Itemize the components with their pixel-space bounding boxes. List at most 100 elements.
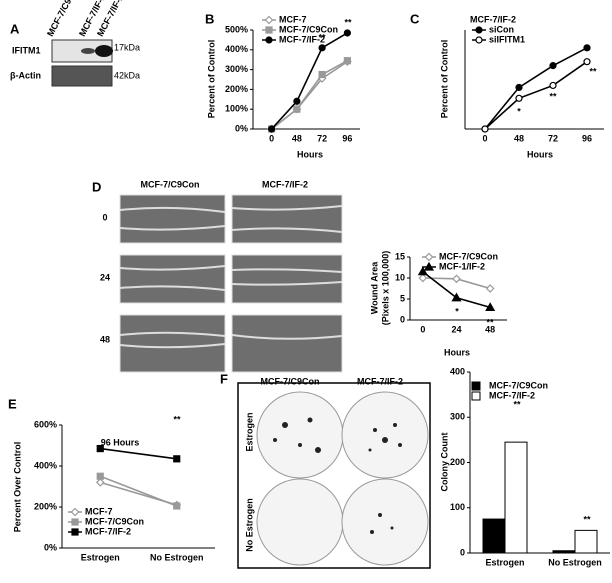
marker (293, 105, 301, 113)
marker (318, 44, 326, 52)
y-tick-label: 300% (225, 64, 248, 74)
marker (475, 26, 483, 34)
marker (96, 444, 104, 453)
legend-label: siCon (489, 24, 514, 34)
y-axis-label: Percent Over Control (12, 442, 22, 533)
band (81, 48, 95, 54)
marker (71, 518, 79, 526)
size-label: 42kDa (114, 70, 140, 80)
column-label: MCF-7/IF-2 (357, 376, 403, 386)
line (484, 61, 588, 130)
x-tick-label: 72 (548, 133, 558, 143)
panel-label: D (92, 179, 101, 194)
y-axis-label: Colony Count (439, 433, 449, 492)
marker (173, 455, 181, 463)
marker (95, 478, 105, 487)
line (484, 47, 588, 130)
legend-label: MCF-7/IF-2 (489, 390, 535, 400)
column-label: MCF-7/IF-2 (262, 179, 308, 189)
marker (452, 274, 461, 284)
marker (264, 15, 274, 25)
y-tick-label: 400% (34, 460, 57, 470)
annotation: ** (549, 91, 557, 101)
legend-label: siIFITM1 (489, 34, 525, 44)
annotation: ** (513, 399, 521, 409)
annotation: ** (486, 317, 494, 327)
marker (485, 284, 495, 293)
y-tick-label: 0% (44, 542, 57, 552)
y-axis-label: Percent of Control (206, 40, 216, 119)
annotation: * (517, 106, 521, 116)
x-tick-label: 48 (485, 324, 495, 334)
line (271, 61, 348, 130)
line (271, 59, 348, 130)
annotation: * (455, 306, 459, 316)
row-label: β-Actin (10, 70, 41, 80)
marker (96, 472, 104, 480)
legend-label: MCF-7 (85, 506, 113, 516)
chart-title: 96 Hours (101, 437, 140, 447)
y-axis-label: (Pixels x 100,000) (380, 251, 390, 326)
y-tick-label: 5 (400, 293, 405, 303)
y-tick-label: 400% (225, 44, 248, 54)
marker (485, 302, 496, 311)
line (99, 475, 178, 507)
annotation: ** (589, 66, 597, 76)
marker (343, 29, 351, 37)
x-tick-label: No Estrogen (150, 552, 204, 562)
legend-swatch (471, 381, 481, 391)
row-label: No Estrogen (244, 498, 254, 552)
y-tick-label: 15 (395, 251, 405, 261)
y-tick-label: 0% (235, 123, 248, 133)
marker (318, 70, 326, 79)
marker (293, 97, 301, 105)
panel-label: F (220, 371, 228, 386)
annotation: ** (583, 514, 591, 524)
row-label: 48 (100, 334, 110, 344)
y-tick-label: 200 (450, 457, 465, 467)
y-tick-label: 300 (450, 412, 465, 422)
marker (418, 273, 428, 283)
legend-label: MCF-7/C9Con (85, 516, 144, 526)
y-tick-label: 0 (400, 314, 405, 324)
annotation: ** (344, 17, 352, 27)
bar (574, 529, 598, 554)
marker (424, 252, 434, 262)
marker (173, 502, 181, 510)
marker (515, 94, 523, 102)
legend-swatch (471, 391, 481, 401)
legend-label: MCF-7/C9Con (439, 251, 498, 261)
y-tick-label: 0 (460, 547, 465, 557)
x-tick-label: Estrogen (81, 552, 120, 562)
marker (549, 62, 557, 70)
marker (451, 292, 462, 302)
panel-label: E (8, 396, 17, 411)
column-label: MCF-7/C9Con (141, 179, 200, 189)
y-axis-label: Percent of Control (439, 40, 449, 119)
legend-label: MCF-7/C9Con (279, 24, 338, 34)
x-tick-label: 48 (514, 133, 524, 143)
row-label: 0 (102, 212, 107, 222)
y-tick-label: 500% (225, 24, 248, 34)
x-tick-label: 48 (292, 133, 302, 143)
y-tick-label: 10 (395, 272, 405, 282)
row-label: 24 (100, 272, 110, 282)
y-tick-label: 200% (34, 501, 57, 511)
marker (70, 507, 80, 517)
marker (515, 83, 523, 92)
legend-label: MCF-1/IF-2 (439, 261, 485, 271)
y-tick-label: 100 (450, 502, 465, 512)
panel-label: A (10, 21, 20, 36)
band (95, 45, 113, 57)
legend-label: MCF-7 (279, 14, 307, 24)
marker (71, 528, 79, 536)
marker (475, 36, 483, 44)
line (100, 447, 177, 460)
marker (583, 44, 591, 52)
annotation: ** (318, 32, 326, 42)
y-tick-label: 600% (34, 419, 57, 429)
bar (552, 550, 576, 554)
plates (256, 391, 429, 566)
bar (482, 518, 506, 554)
